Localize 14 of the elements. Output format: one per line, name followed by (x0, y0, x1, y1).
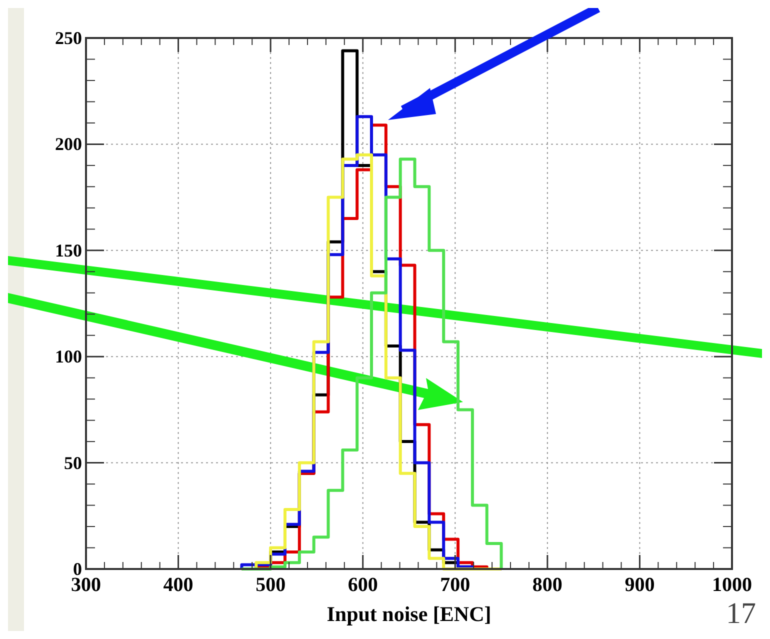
x-tick-label: 1000 (712, 574, 752, 596)
x-axis-title: Input noise [ENC] (326, 602, 492, 626)
x-tick-label: 800 (532, 574, 562, 596)
text: 17 (726, 597, 756, 630)
y-tick-label: 200 (55, 134, 82, 154)
x-tick-label: 700 (440, 574, 470, 596)
y-tick-label: 150 (55, 240, 82, 260)
x-tick-label: 500 (256, 574, 286, 596)
x-tick-label: 600 (348, 574, 378, 596)
x-tick-label: 400 (163, 574, 194, 596)
y-tick-label: 100 (55, 346, 82, 367)
x-tick-label: 900 (624, 574, 655, 596)
y-tick-label: 50 (64, 452, 82, 473)
y-tick-label: 250 (55, 28, 82, 48)
